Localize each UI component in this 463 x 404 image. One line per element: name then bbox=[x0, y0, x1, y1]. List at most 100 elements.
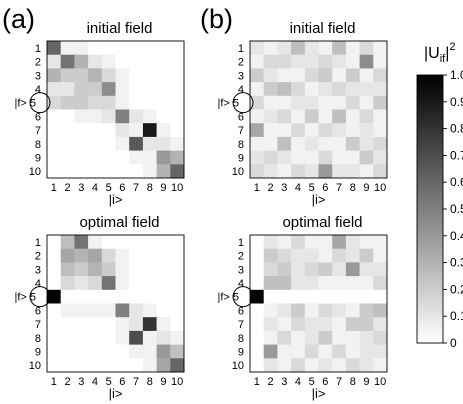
heatmap-cell bbox=[291, 68, 306, 83]
heatmap-cell bbox=[250, 317, 265, 332]
heatmap-cell bbox=[101, 123, 116, 138]
heatmap-cell bbox=[263, 248, 278, 263]
heatmap-cell bbox=[304, 262, 319, 277]
heatmap-cell bbox=[129, 150, 144, 165]
heatmap-cell bbox=[60, 123, 75, 138]
heatmap-cell bbox=[60, 303, 75, 318]
heatmap-cell bbox=[115, 276, 130, 291]
heatmap-cell bbox=[345, 289, 360, 304]
x-tick-label: 10 bbox=[171, 182, 183, 194]
heatmap-cell bbox=[359, 109, 374, 124]
heatmap-cell bbox=[263, 276, 278, 291]
heatmap-cell bbox=[115, 54, 130, 69]
heatmap-cell bbox=[373, 164, 388, 179]
heatmap-cell bbox=[359, 136, 374, 151]
heatmap-cell bbox=[277, 303, 292, 318]
heatmap-cell bbox=[304, 68, 319, 83]
heatmap-cell bbox=[101, 68, 116, 83]
heatmap-cell bbox=[156, 330, 171, 345]
y-tick-label: 2 bbox=[35, 57, 41, 69]
heatmap-cell bbox=[47, 276, 62, 291]
heatmap-cell bbox=[115, 303, 130, 318]
heatmap-cell bbox=[318, 317, 333, 332]
heatmap-cell bbox=[129, 235, 144, 250]
heatmap-cell bbox=[156, 303, 171, 318]
heatmap-cell bbox=[291, 303, 306, 318]
heatmap-cell bbox=[318, 164, 333, 179]
heatmap-cell bbox=[47, 95, 62, 110]
circle-marker bbox=[232, 92, 254, 114]
heatmap-cell bbox=[101, 289, 116, 304]
heatmap-cell bbox=[101, 95, 116, 110]
x-tick-label: 4 bbox=[295, 182, 301, 194]
y-tick-label: 9 bbox=[35, 346, 41, 358]
y-tick-label: 4 bbox=[238, 278, 244, 290]
heatmap-cell bbox=[101, 276, 116, 291]
x-tick-label: 7 bbox=[133, 376, 139, 388]
heatmap-cell bbox=[304, 289, 319, 304]
heatmap-cell bbox=[60, 248, 75, 263]
heatmap-cell bbox=[345, 317, 360, 332]
heatmap-cell bbox=[318, 95, 333, 110]
heatmap-cell bbox=[88, 136, 103, 151]
x-tick-label: 10 bbox=[171, 376, 183, 388]
x-axis-label: |i> bbox=[312, 386, 326, 401]
y-tick-label: 2 bbox=[238, 57, 244, 69]
heatmap-cell bbox=[332, 317, 347, 332]
heatmap-cell bbox=[129, 54, 144, 69]
heatmap-cell bbox=[304, 41, 319, 56]
heatmap-cell bbox=[250, 95, 265, 110]
heatmap-cell bbox=[142, 82, 157, 97]
colorbar-tick-label: 1.0 bbox=[450, 68, 463, 82]
heatmap-cell bbox=[74, 54, 89, 69]
heatmap-cell bbox=[304, 330, 319, 345]
heatmap-cell bbox=[156, 164, 171, 179]
heatmap-cell bbox=[359, 54, 374, 69]
heatmap-cell bbox=[332, 276, 347, 291]
heatmap-cell bbox=[263, 330, 278, 345]
heatmap-cell bbox=[332, 109, 347, 124]
heatmap-cell bbox=[156, 248, 171, 263]
y-tick-label: 6 bbox=[35, 111, 41, 123]
x-tick-label: 1 bbox=[51, 376, 57, 388]
x-tick-label: 4 bbox=[92, 376, 98, 388]
heatmap-cell bbox=[345, 303, 360, 318]
heatmap-cell bbox=[263, 95, 278, 110]
heatmap-cell bbox=[318, 248, 333, 263]
heatmap-cell bbox=[129, 123, 144, 138]
heatmap-cell bbox=[318, 54, 333, 69]
heatmap-cell bbox=[304, 276, 319, 291]
heatmap-cell bbox=[142, 235, 157, 250]
heatmap-cell bbox=[101, 317, 116, 332]
heatmap-cell bbox=[263, 289, 278, 304]
heatmap-cell bbox=[263, 54, 278, 69]
heatmap-cell bbox=[250, 289, 265, 304]
y-tick-label: 10 bbox=[29, 360, 41, 372]
heatmap-cell bbox=[263, 344, 278, 359]
heatmap-cell bbox=[345, 235, 360, 250]
heatmap-cell bbox=[60, 317, 75, 332]
x-tick-label: 5 bbox=[309, 182, 315, 194]
heatmap-cell bbox=[142, 344, 157, 359]
heatmap-cell bbox=[74, 289, 89, 304]
heatmap-cell bbox=[277, 330, 292, 345]
heatmap-cell bbox=[156, 41, 171, 56]
heatmap-cell bbox=[291, 54, 306, 69]
heatmap-cell bbox=[277, 262, 292, 277]
heatmap-cell bbox=[101, 150, 116, 165]
y-tick-label: 10 bbox=[29, 166, 41, 178]
heatmap-cell bbox=[115, 262, 130, 277]
heatmap-cell bbox=[88, 235, 103, 250]
heatmap-cell bbox=[345, 123, 360, 138]
heatmap-cell bbox=[332, 136, 347, 151]
heatmap-cell bbox=[60, 136, 75, 151]
heatmap-cell bbox=[277, 235, 292, 250]
heatmap-cell bbox=[88, 289, 103, 304]
heatmap-cell bbox=[373, 109, 388, 124]
y-tick-label: 3 bbox=[238, 264, 244, 276]
heatmap-cell bbox=[170, 82, 185, 97]
colorbar-tick-label: 0.1 bbox=[450, 309, 463, 323]
heatmap-cell bbox=[373, 82, 388, 97]
